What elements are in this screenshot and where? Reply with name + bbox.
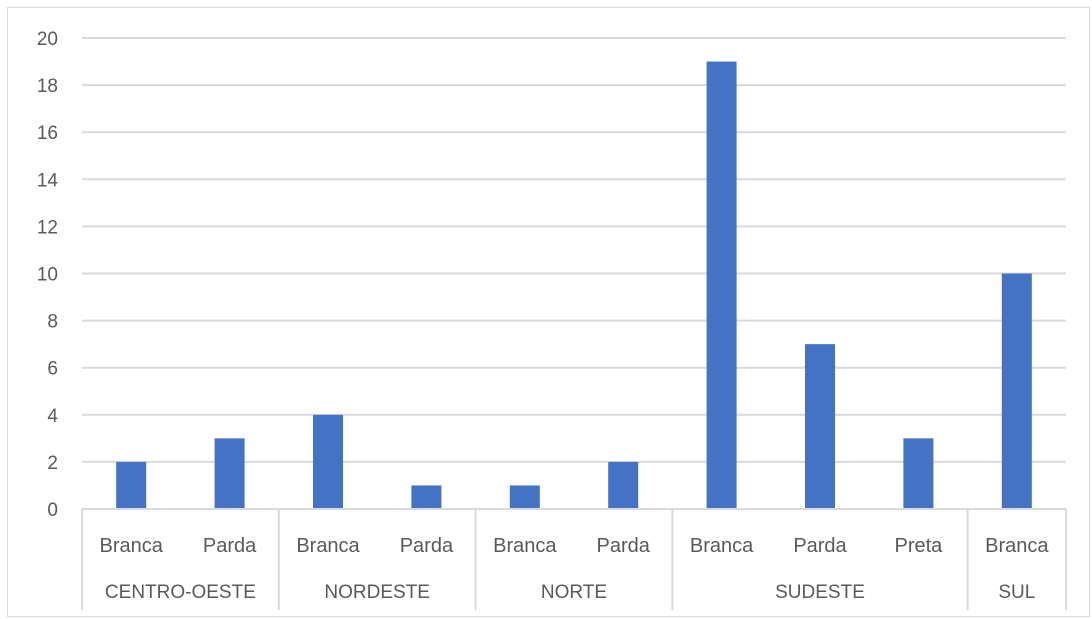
category-label: Parda <box>597 535 651 557</box>
group-label: SUDESTE <box>775 582 865 603</box>
y-tick-label: 12 <box>37 217 58 238</box>
bar <box>903 438 934 509</box>
category-label: Branca <box>296 535 360 557</box>
bar <box>706 61 737 510</box>
x-axis-group-labels: CENTRO-OESTE NORDESTE NORTE SUDESTE SUL <box>105 582 1035 603</box>
y-tick-label: 18 <box>37 76 58 97</box>
y-tick-label: 2 <box>47 453 58 474</box>
y-axis-tick-labels: 0 2 4 6 8 10 12 14 16 18 20 <box>37 29 59 521</box>
bar <box>411 485 442 509</box>
category-label: Parda <box>793 535 847 557</box>
x-axis <box>81 508 1067 610</box>
y-tick-label: 20 <box>37 29 58 50</box>
y-tick-label: 16 <box>37 123 58 144</box>
bar <box>509 485 540 509</box>
category-label: Branca <box>690 535 754 557</box>
category-label: Branca <box>985 535 1049 557</box>
bar <box>313 414 343 509</box>
y-tick-label: 10 <box>37 265 58 286</box>
y-tick-label: 0 <box>47 500 58 521</box>
y-tick-label: 4 <box>47 406 58 427</box>
category-label: Preta <box>894 535 943 557</box>
chart-frame <box>7 7 1090 617</box>
bar <box>1001 273 1032 509</box>
bar <box>608 461 639 509</box>
category-label: Branca <box>493 535 557 557</box>
group-label: SUL <box>998 582 1035 603</box>
category-label: Parda <box>400 535 454 557</box>
bars <box>116 61 1032 510</box>
category-label: Branca <box>100 535 164 557</box>
y-tick-label: 8 <box>47 312 58 333</box>
bar <box>214 438 245 509</box>
group-label: NORTE <box>541 582 607 603</box>
bar <box>116 461 147 509</box>
gridlines <box>82 37 1066 463</box>
category-label: Parda <box>203 535 257 557</box>
group-label: CENTRO-OESTE <box>105 582 256 603</box>
y-tick-label: 14 <box>37 170 59 191</box>
y-tick-label: 6 <box>47 359 58 380</box>
x-axis-category-labels: Branca Parda Branca Parda Branca Parda Branca P… <box>100 535 1050 557</box>
bar <box>805 344 835 509</box>
group-label: NORDESTE <box>324 582 430 603</box>
